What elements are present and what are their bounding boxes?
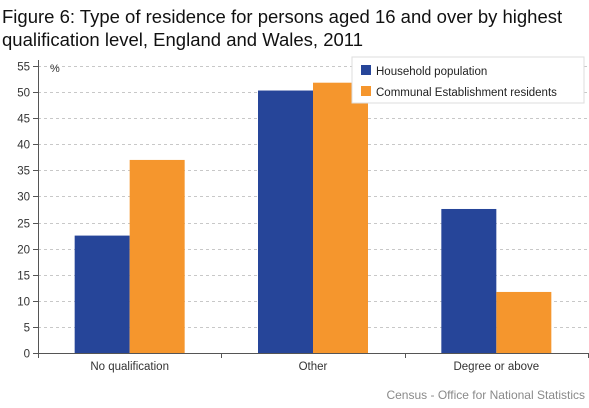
legend: Household population Communal Establishm… [351,56,585,104]
bar-communal-degree-or-above [496,291,552,353]
y-tick-label: 25 [17,219,30,231]
y-tick-label: 40 [17,140,30,152]
legend-label-household: Household population [376,66,487,78]
bar-household-other [258,90,313,353]
y-axis: 0 5 10 15 20 25 30 35 40 45 50 55 [17,60,39,361]
bar-household-no-qualification [74,235,130,353]
bar-household-degree-or-above [441,208,497,353]
source-note: Census - Office for National Statistics [386,388,585,402]
chart-title: Figure 6: Type of residence for persons … [2,6,563,50]
y-tick-label: 50 [17,88,30,100]
y-tick-label: 30 [17,192,30,204]
x-axis: No qualification Other Degree or above [38,353,589,373]
bar-communal-other [313,82,368,353]
legend-swatch-communal [361,86,371,96]
y-axis-unit-label: % [50,63,60,75]
y-tick-label: 35 [17,166,30,178]
legend-label-communal: Communal Establishment residents [376,87,557,99]
y-tick-label: 5 [24,323,30,335]
legend-box [351,56,585,104]
y-tick-label: 55 [17,62,30,74]
y-tick-label: 20 [17,245,30,257]
x-tick-label: Other [299,361,328,373]
y-tick-label: 45 [17,114,30,126]
y-tick-label: 10 [17,297,30,309]
bars [74,82,552,353]
bar-communal-no-qualification [129,159,185,353]
x-tick-label: Degree or above [453,361,539,373]
y-tick-label: 15 [17,271,30,283]
x-tick-label: No qualification [90,361,169,373]
legend-swatch-household [361,65,371,75]
y-tick-label: 0 [24,349,30,361]
